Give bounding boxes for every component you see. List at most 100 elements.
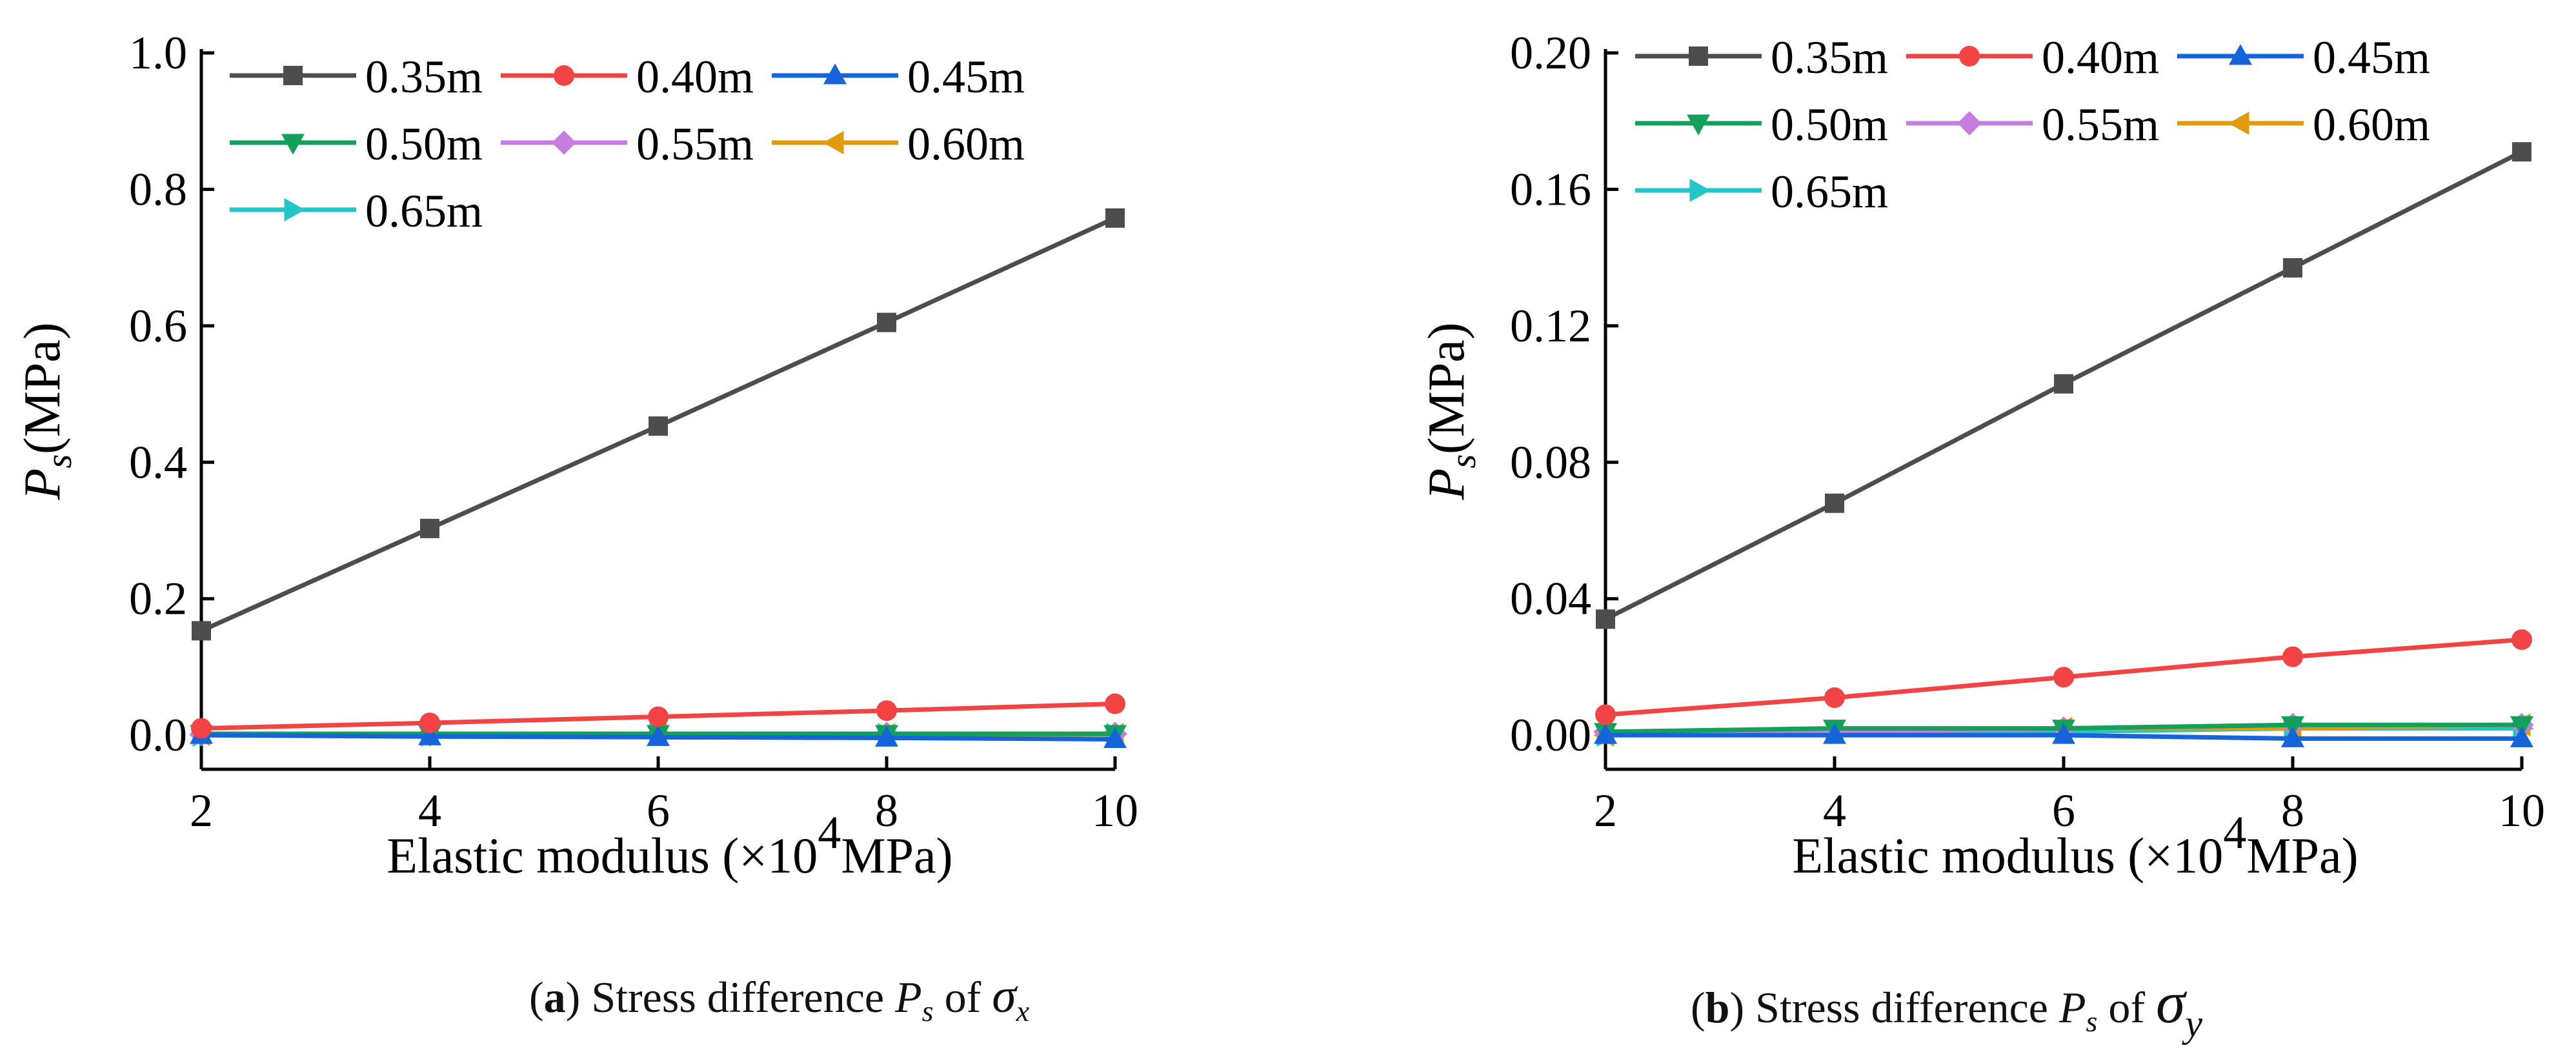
data-point-0.45m-b	[2281, 726, 2304, 747]
legend-swatch-marker-0.60m-a	[823, 131, 844, 154]
legend-item-0.45m-b: 0.45m	[2177, 32, 2430, 83]
x-axis-title-prefix-a: Elastic modulus (×10	[387, 827, 818, 884]
legend-swatch-marker-0.45m-a	[823, 63, 847, 85]
data-point-0.45m-b	[2052, 723, 2075, 744]
legend-label-0.40m-b: 0.40m	[2042, 32, 2159, 83]
data-point-0.35m-a	[1105, 208, 1125, 228]
caption-a-sigma: σ	[992, 969, 1016, 1023]
caption-a-symbol: P	[895, 973, 922, 1022]
caption-b-sigma: σ	[2156, 969, 2186, 1035]
data-point-0.35m-b	[2512, 142, 2531, 162]
caption-b-subscript: s	[2086, 1005, 2098, 1038]
legend-label-0.55m-b: 0.55m	[2042, 99, 2159, 150]
legend-swatch-marker-0.35m-b	[1689, 46, 1708, 66]
y-tick-label-b: 0.20	[1510, 27, 1591, 79]
legend-swatch-marker-0.65m-a	[284, 198, 305, 221]
x-axis-title-suffix-a: MPa)	[841, 827, 952, 884]
x-axis-title-a: Elastic modulus (×104MPa)	[387, 807, 952, 884]
caption-a-subscript: s	[921, 995, 934, 1027]
legend-item-0.35m-a: 0.35m	[230, 51, 483, 103]
legend-label-0.60m-a: 0.60m	[907, 118, 1025, 170]
legend-label-0.50m-b: 0.50m	[1771, 99, 1888, 150]
legend-label-0.45m-a: 0.45m	[907, 51, 1025, 103]
legend-item-0.50m-b: 0.50m	[1635, 99, 1888, 150]
chart-panel-a: 0.0 0.2 0.4 0.6 0.8 1.0 2 4 6 8 10 Elastic modulus …	[14, 27, 1138, 884]
legend-swatch-marker-0.50m-a	[281, 134, 305, 155]
y-tick-label-b: 0.08	[1510, 436, 1591, 488]
legend-swatch-marker-0.55m-a	[552, 130, 576, 155]
x-tick-label-b: 6	[2052, 785, 2075, 836]
caption-a-sigma-sub: x	[1016, 995, 1030, 1027]
y-axis-title-symbol-a: P	[14, 469, 71, 501]
y-tick-label-b: 0.16	[1510, 163, 1591, 215]
data-point-0.45m-a	[1103, 727, 1127, 748]
data-point-0.40m-b	[1595, 704, 1616, 725]
x-tick-label-b: 2	[1594, 785, 1617, 836]
data-point-0.40m-b	[2282, 646, 2303, 667]
data-point-0.40m-a	[419, 712, 440, 734]
y-tick-label-a: 0.8	[129, 163, 187, 215]
y-tick-label-a: 0.2	[129, 573, 187, 625]
data-point-0.40m-b	[2511, 629, 2532, 651]
series-0.35m-b	[1596, 142, 2531, 629]
y-axis-title-subscript-b: s	[1444, 454, 1484, 469]
data-point-0.35m-b	[2283, 258, 2302, 278]
legend-item-0.50m-a: 0.50m	[230, 118, 483, 170]
data-point-0.45m-a	[418, 724, 441, 745]
legend-swatch-marker-0.35m-a	[283, 66, 303, 85]
legend-label-0.45m-b: 0.45m	[2313, 32, 2430, 83]
data-point-0.35m-b	[1825, 493, 1844, 513]
y-axis-title-unit-a: (MPa)	[14, 322, 71, 454]
caption-b-of: of	[2097, 983, 2157, 1032]
y-tick-label-a: 0.0	[129, 709, 187, 761]
data-point-0.45m-a	[647, 725, 670, 746]
legend-item-0.45m-a: 0.45m	[772, 51, 1025, 103]
y-tick-label-a: 1.0	[129, 27, 187, 79]
series-0.40m-b	[1595, 629, 2532, 725]
caption-b-text: Stress difference	[1755, 983, 2059, 1032]
data-point-0.45m-b	[2510, 726, 2533, 747]
data-point-0.40m-a	[876, 700, 897, 722]
legend-swatch-marker-0.55m-b	[1957, 111, 1982, 136]
series-0.45m-b	[1594, 723, 2533, 747]
data-point-0.40m-a	[191, 718, 212, 739]
y-axis-title-subscript-a: s	[39, 454, 79, 469]
y-tick-label-b: 0.12	[1510, 300, 1591, 352]
data-point-0.40m-a	[648, 706, 669, 727]
data-point-0.35m-b	[2054, 374, 2073, 394]
caption-b-sigma-sub: y	[2185, 1002, 2203, 1045]
legend-label-0.40m-a: 0.40m	[636, 51, 754, 103]
legend-swatch-marker-0.60m-b	[2228, 112, 2249, 135]
caption-a-label: a	[543, 973, 566, 1022]
data-point-0.40m-b	[2053, 667, 2074, 688]
x-axis-title-superscript-b: 4	[2223, 807, 2246, 858]
data-point-0.35m-a	[649, 416, 668, 436]
caption-a: (a) Stress difference Ps of σx	[529, 969, 1030, 1027]
data-point-0.40m-b	[1824, 687, 1845, 708]
caption-a-of: of	[933, 973, 992, 1022]
data-point-0.45m-b	[1823, 723, 1846, 744]
x-tick-label-b: 8	[2281, 785, 2304, 836]
chart-panel-b: 0.00 0.04 0.08 0.12 0.16 0.20 2 4 6 8 10 Elastic mo…	[1418, 27, 2545, 884]
y-axis-title-a: Ps(MPa)	[14, 322, 79, 500]
series-0.40m-a	[191, 693, 1125, 739]
y-tick-label-a: 0.4	[129, 436, 187, 488]
legend-item-0.40m-b: 0.40m	[1906, 32, 2159, 83]
data-point-0.35m-a	[420, 518, 439, 538]
y-tick-label-b: 0.04	[1510, 573, 1591, 625]
legend-swatch-marker-0.65m-b	[1689, 179, 1711, 202]
legend-item-0.65m-a: 0.65m	[230, 185, 483, 237]
x-tick-label-a: 2	[190, 785, 213, 836]
x-tick-label-a: 10	[1092, 785, 1138, 836]
legend-label-0.65m-a: 0.65m	[365, 185, 483, 237]
legend-item-0.60m-b: 0.60m	[2177, 99, 2430, 150]
x-axis-title-suffix-b: MPa)	[2246, 827, 2358, 884]
y-axis-title-symbol-b: P	[1418, 469, 1475, 501]
x-tick-label-b: 10	[2499, 785, 2545, 836]
series-0.35m-a	[192, 208, 1125, 641]
legend-item-0.55m-a: 0.55m	[501, 118, 754, 170]
y-tick-label-b: 0.00	[1510, 709, 1591, 761]
legend-label-0.60m-b: 0.60m	[2313, 99, 2430, 150]
data-point-0.45m-a	[875, 725, 898, 747]
